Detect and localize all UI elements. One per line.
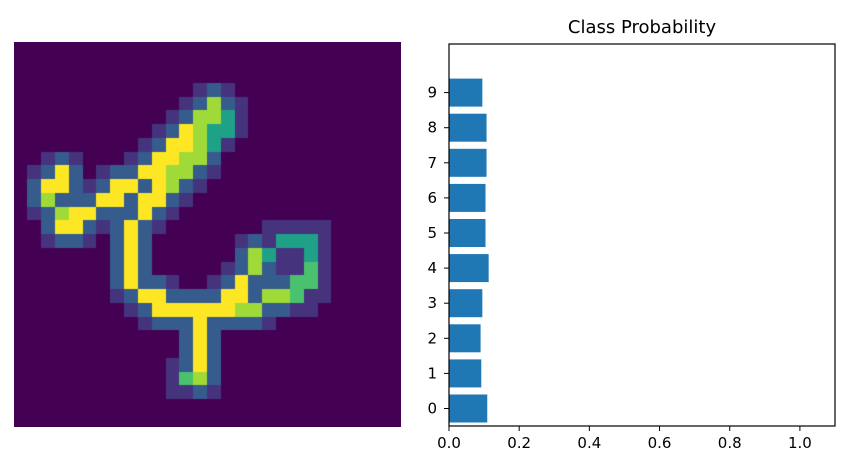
bar-class-1 [449, 359, 482, 388]
x-tick-label: 0.4 [577, 434, 601, 452]
y-tick-label-1: 1 [427, 364, 437, 382]
x-tick-label: 0.8 [718, 434, 742, 452]
y-tick-label-9: 9 [427, 84, 437, 102]
bar-class-2 [449, 324, 481, 353]
y-tick-label-3: 3 [427, 294, 437, 312]
bar-class-3 [449, 289, 483, 318]
bar-class-7 [449, 148, 487, 177]
y-tick-label-4: 4 [427, 259, 437, 277]
x-tick-label: 0.6 [648, 434, 672, 452]
y-tick-label-6: 6 [427, 189, 437, 207]
bar-class-9 [449, 78, 483, 107]
digit-image [14, 42, 401, 427]
y-tick-label-8: 8 [427, 119, 437, 137]
bar-class-5 [449, 219, 486, 247]
y-tick-label-2: 2 [427, 329, 437, 347]
x-tick-label: 0.0 [437, 434, 461, 452]
axes-frame [448, 43, 836, 427]
x-tick-label: 1.0 [788, 434, 812, 452]
bar-class-4 [449, 254, 489, 283]
y-tick-label-7: 7 [427, 154, 437, 172]
y-tick-label-0: 0 [427, 400, 437, 418]
bar-class-6 [449, 183, 486, 212]
bar-class-8 [449, 113, 487, 142]
y-tick-label-5: 5 [427, 224, 437, 242]
chart-title: Class Probability [568, 17, 717, 38]
x-tick-label: 0.2 [507, 434, 531, 452]
bar-class-0 [449, 394, 488, 423]
